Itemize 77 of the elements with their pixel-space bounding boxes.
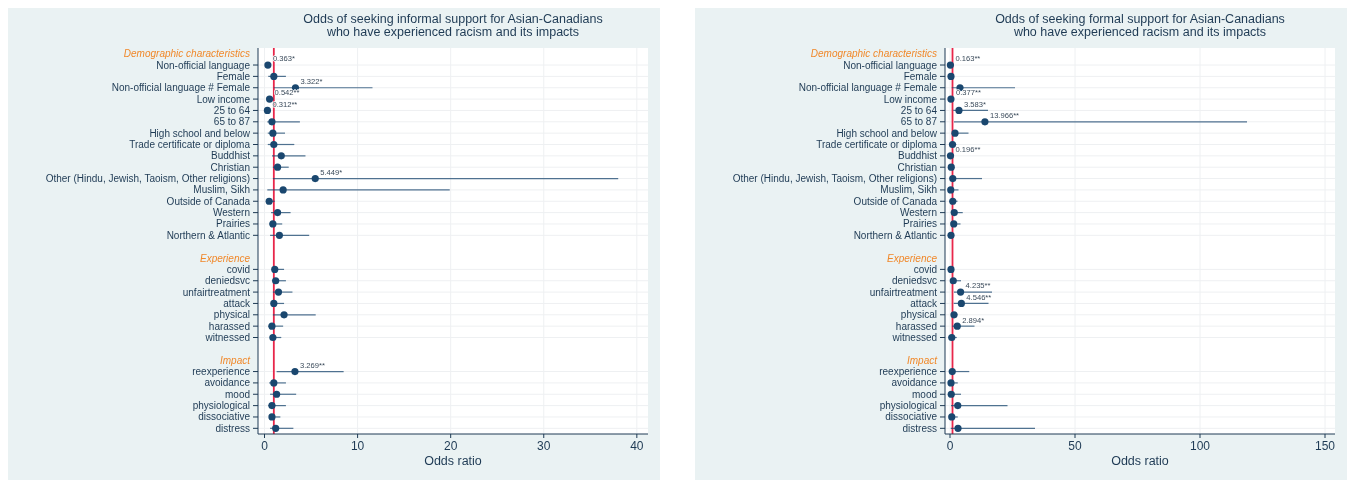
y-tick-label: Outside of Canada bbox=[166, 195, 251, 207]
y-tick-label: deniedsvc bbox=[891, 275, 937, 287]
y-tick-label: Female bbox=[216, 70, 251, 82]
y-tick-label: witnessed bbox=[891, 332, 937, 343]
y-tick-label: Non-official language # Female bbox=[111, 82, 251, 94]
y-tick-label: Christian bbox=[897, 161, 937, 173]
x-tick-label: 0 bbox=[261, 439, 269, 453]
y-tick-label: deniedsvc bbox=[204, 275, 250, 287]
y-tick-label: reexperience bbox=[879, 366, 938, 378]
y-tick-label: Demographic characteristics bbox=[123, 48, 250, 60]
y-tick-label: witnessed bbox=[204, 332, 250, 343]
y-tick-label: unfairtreatment bbox=[182, 286, 251, 298]
y-tick-label: covid bbox=[226, 263, 250, 275]
y-tick-label: avoidance bbox=[891, 377, 938, 389]
y-tick-label: 25 to 64 bbox=[900, 104, 938, 116]
y-tick-label: Non-official language # Female bbox=[798, 82, 938, 94]
y-tick-label: Non-official language bbox=[156, 59, 251, 71]
y-tick-label: attack bbox=[223, 297, 251, 309]
y-tick-label: attack bbox=[910, 297, 938, 309]
x-tick-label: 30 bbox=[537, 439, 551, 453]
y-tick-label: High school and below bbox=[149, 127, 251, 139]
y-tick-label: Trade certificate or diploma bbox=[816, 139, 938, 150]
y-tick-label: physical bbox=[213, 309, 250, 321]
y-tick-label: Northern & Atlantic bbox=[166, 229, 250, 241]
x-tick-label: 100 bbox=[1189, 439, 1211, 453]
y-tick-label: 65 to 87 bbox=[213, 116, 251, 128]
y-tick-label: physical bbox=[900, 309, 937, 321]
y-tick-label: Experience bbox=[886, 252, 938, 264]
y-tick-label: High school and below bbox=[836, 127, 938, 139]
y-tick-label: harassed bbox=[208, 320, 250, 332]
y-tick-label: Christian bbox=[210, 161, 250, 173]
x-tick-label: 150 bbox=[1314, 439, 1336, 453]
x-tick-label: 10 bbox=[350, 439, 365, 453]
y-tick-label: mood bbox=[224, 388, 250, 400]
y-tick-label: Prairies bbox=[903, 218, 937, 230]
x-tick-label: 0 bbox=[946, 439, 954, 453]
y-tick-label: Northern & Atlantic bbox=[853, 229, 937, 241]
y-tick-label: covid bbox=[913, 263, 937, 275]
y-tick-label: Muslim, Sikh bbox=[880, 184, 937, 196]
y-tick-label: distress bbox=[215, 422, 250, 434]
y-tick-label: physiological bbox=[192, 400, 250, 412]
x-tick-label: 20 bbox=[443, 439, 458, 453]
y-tick-label: Demographic characteristics bbox=[810, 48, 937, 60]
y-tick-label: Experience bbox=[199, 252, 251, 264]
y-tick-label: distress bbox=[902, 422, 937, 434]
y-tick-label: Other (Hindu, Jewish, Taoism, Other religions) bbox=[45, 173, 250, 185]
y-tick-label: Other (Hindu, Jewish, Taoism, Other religions) bbox=[732, 173, 937, 185]
y-tick-label: Low income bbox=[883, 93, 938, 105]
y-tick-label: dissociative bbox=[885, 411, 938, 423]
chart-title: Odds of seeking formal support for Asian-Canadians who have experienced racism and its impacts bbox=[995, 12, 1285, 39]
x-axis-title: Odds ratio bbox=[424, 454, 482, 468]
y-tick-label: Trade certificate or diploma bbox=[129, 139, 251, 150]
y-tick-label: Outside of Canada bbox=[853, 195, 938, 207]
y-tick-label: Low income bbox=[196, 93, 251, 105]
y-tick-label: Prairies bbox=[216, 218, 250, 230]
x-tick-label: 50 bbox=[1068, 439, 1082, 453]
y-tick-label: Muslim, Sikh bbox=[193, 184, 250, 196]
y-tick-label: 65 to 87 bbox=[900, 116, 938, 128]
y-tick-label: unfairtreatment bbox=[869, 286, 938, 298]
y-tick-label: dissociative bbox=[198, 411, 251, 423]
y-tick-label: Western bbox=[899, 207, 937, 219]
y-tick-label: Impact bbox=[906, 354, 939, 366]
y-tick-label: avoidance bbox=[204, 377, 251, 389]
y-tick-label: physiological bbox=[879, 400, 937, 412]
x-tick-label: 40 bbox=[630, 439, 644, 453]
y-tick-label: reexperience bbox=[192, 366, 251, 378]
chart-title: Odds of seeking informal support for Asian-Canadians who have experienced racism and its impacts bbox=[303, 12, 603, 39]
y-tick-label: mood bbox=[911, 388, 937, 400]
y-tick-label: Female bbox=[903, 70, 938, 82]
y-tick-label: Non-official language bbox=[843, 59, 938, 71]
y-tick-label: Buddhist bbox=[898, 150, 938, 162]
y-tick-label: Western bbox=[212, 207, 250, 219]
y-tick-label: Impact bbox=[219, 354, 252, 366]
y-tick-label: Buddhist bbox=[211, 150, 251, 162]
y-tick-label: harassed bbox=[895, 320, 937, 332]
x-axis-title: Odds ratio bbox=[1111, 454, 1169, 468]
y-tick-label: 25 to 64 bbox=[213, 104, 251, 116]
